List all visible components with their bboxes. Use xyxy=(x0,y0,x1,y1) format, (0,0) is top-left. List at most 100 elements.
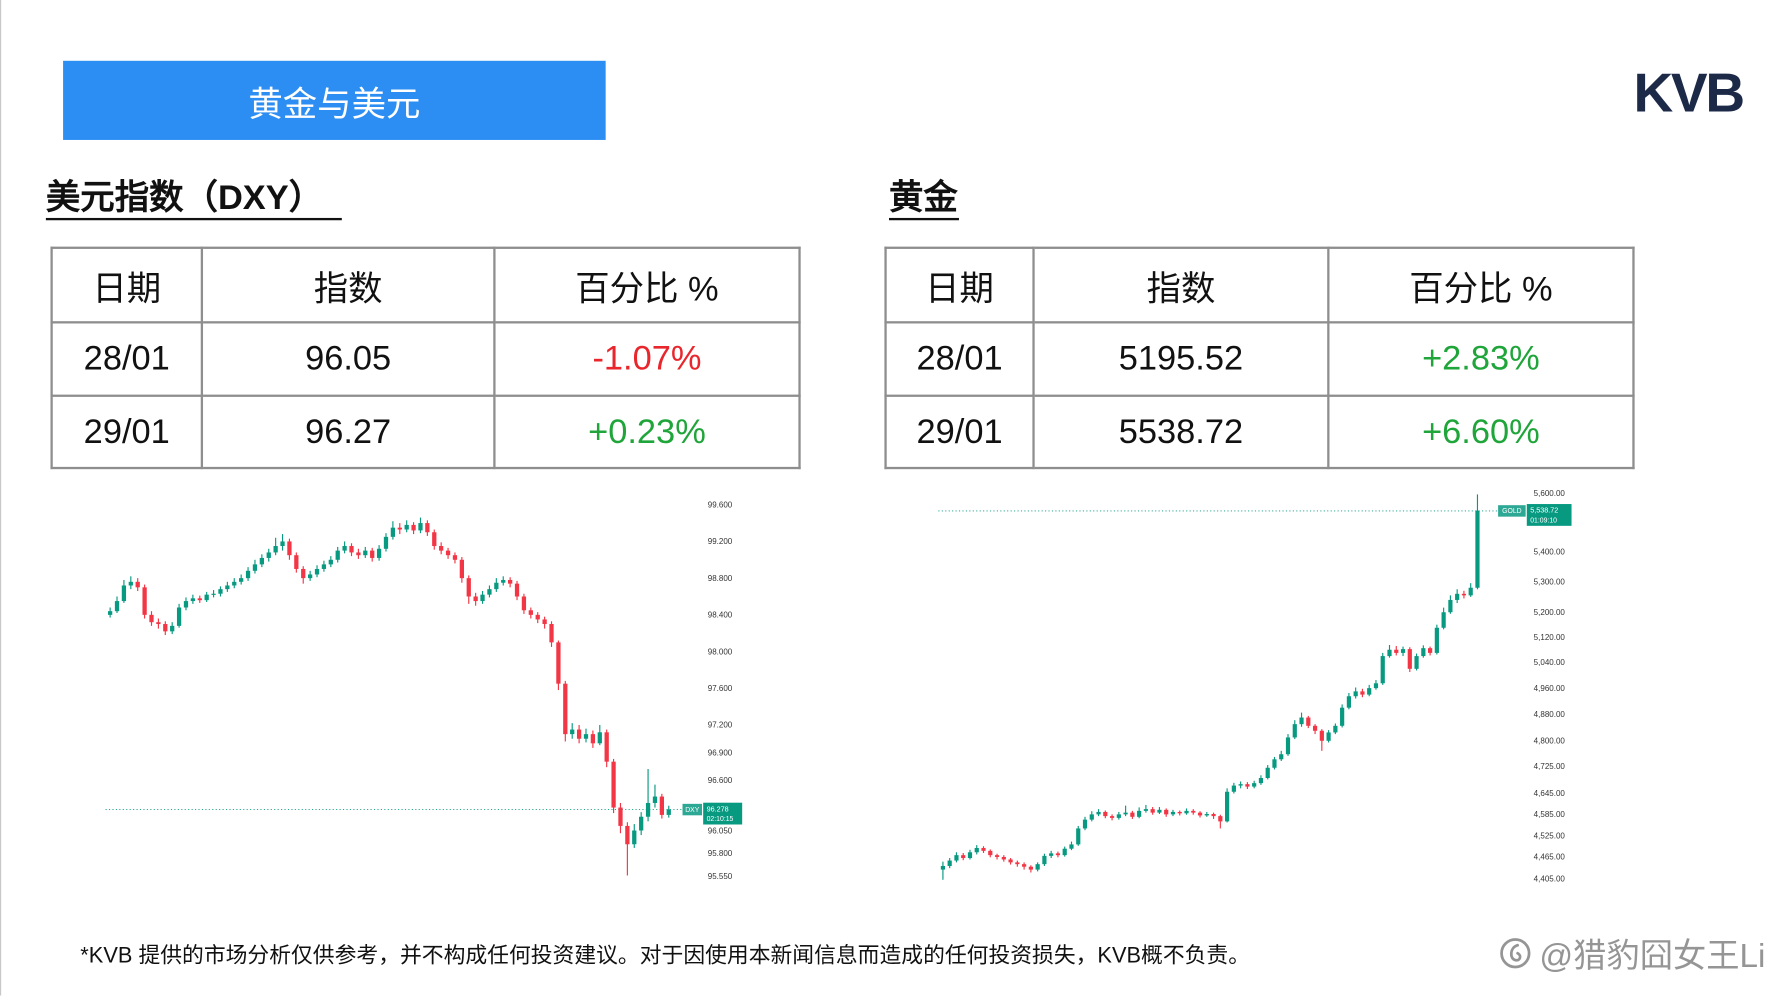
percent-cell: +2.83% xyxy=(1327,321,1635,397)
candle xyxy=(149,611,154,626)
candle-body xyxy=(1387,649,1392,657)
y-axis-tick-label: 4,800.00 xyxy=(1534,737,1566,746)
candle-body xyxy=(252,564,258,571)
candle xyxy=(597,724,602,746)
candle-body xyxy=(1184,810,1189,814)
candle-body xyxy=(149,614,154,623)
candle-body xyxy=(1164,809,1169,815)
y-axis-tick-label: 5,400.00 xyxy=(1534,547,1566,556)
candle xyxy=(328,556,333,568)
candle-body xyxy=(459,559,464,579)
candle xyxy=(342,541,347,554)
candle-body xyxy=(542,619,547,625)
y-axis-tick-label: 96.900 xyxy=(708,748,733,757)
candle-body xyxy=(1380,656,1385,684)
candle xyxy=(1218,814,1223,829)
candle-body xyxy=(1400,649,1406,653)
candle xyxy=(1130,810,1135,819)
candle-body xyxy=(1082,819,1088,829)
table-row: 28/01 5195.52 +2.83% xyxy=(884,321,1635,397)
candle xyxy=(239,574,244,585)
column-header-date: 日期 xyxy=(50,246,204,324)
candle xyxy=(1069,841,1074,851)
y-axis-tick-label: 95.550 xyxy=(708,872,733,881)
candle xyxy=(156,618,161,629)
candle xyxy=(639,812,644,836)
candle-body xyxy=(411,524,416,531)
candle xyxy=(961,853,966,861)
candle-body xyxy=(432,532,437,547)
candle-body xyxy=(1407,649,1412,669)
candle xyxy=(1157,807,1162,815)
candle xyxy=(632,824,637,848)
y-axis-tick-label: 5,600.00 xyxy=(1534,489,1566,498)
table-row: 28/01 96.05 -1.07% xyxy=(50,321,801,397)
candle xyxy=(1285,734,1291,756)
snowball-logo-icon xyxy=(1500,938,1531,969)
candle-body xyxy=(1096,811,1101,815)
candle-body xyxy=(232,581,237,586)
candle-body xyxy=(1076,828,1081,845)
table-header-row: 日期 指数 百分比 % xyxy=(50,246,801,324)
candle-body xyxy=(1191,810,1196,813)
candle xyxy=(1177,810,1182,816)
candle xyxy=(301,566,306,584)
candle xyxy=(1225,788,1230,823)
candle-body xyxy=(576,729,582,739)
candle xyxy=(259,554,264,568)
candle-body xyxy=(170,625,175,632)
candle xyxy=(1143,804,1149,813)
candle-body xyxy=(967,852,973,859)
candle-body xyxy=(1441,612,1446,628)
candle xyxy=(135,578,140,591)
candle xyxy=(1001,855,1006,862)
candle-body xyxy=(321,564,327,569)
candle-body xyxy=(1475,510,1480,588)
candle-body xyxy=(1326,732,1331,741)
price-tag-symbol-box xyxy=(682,803,703,816)
candle-body xyxy=(1062,848,1067,856)
candle-body xyxy=(1373,683,1379,689)
y-axis-tick-label: 5,200.00 xyxy=(1534,608,1566,617)
candle-body xyxy=(1204,814,1209,816)
candle-body xyxy=(1272,759,1277,768)
price-tag-box xyxy=(1526,504,1572,526)
candle-body xyxy=(1360,691,1365,695)
candle-body xyxy=(1089,814,1094,820)
candle-body xyxy=(494,582,499,590)
candle xyxy=(1015,860,1020,867)
y-axis-tick-label: 96.600 xyxy=(708,776,733,785)
candle-body xyxy=(981,847,986,851)
candle xyxy=(1387,645,1392,658)
date-cell: 28/01 xyxy=(50,321,204,397)
candle-body xyxy=(218,589,223,594)
candle xyxy=(1272,756,1277,770)
candle xyxy=(618,802,623,834)
candle xyxy=(1279,750,1284,761)
candle xyxy=(576,724,582,744)
candle-body xyxy=(425,523,430,533)
candle-body xyxy=(645,802,651,817)
candle-body xyxy=(363,550,368,556)
candle-body xyxy=(652,796,658,803)
candle xyxy=(1461,590,1467,599)
candle xyxy=(280,534,285,551)
candle-body xyxy=(370,550,375,558)
candle xyxy=(190,594,196,604)
candle xyxy=(652,784,658,808)
candle xyxy=(314,565,320,578)
candle xyxy=(1109,814,1115,821)
candle-body xyxy=(556,642,561,684)
candle xyxy=(1360,688,1365,698)
candle xyxy=(452,552,458,564)
candle-body xyxy=(1157,809,1162,813)
candle-body xyxy=(659,796,665,815)
candle xyxy=(321,560,327,572)
date-cell: 29/01 xyxy=(884,394,1035,470)
candle-body xyxy=(107,611,113,615)
gold-candlestick-chart: 5,600.00 5,400.00 5,300.00 5,200.00 5,120.00… xyxy=(938,489,1572,883)
candle xyxy=(287,538,292,560)
gold-section-title: 黄金 xyxy=(889,179,959,221)
candle-body xyxy=(342,546,347,551)
